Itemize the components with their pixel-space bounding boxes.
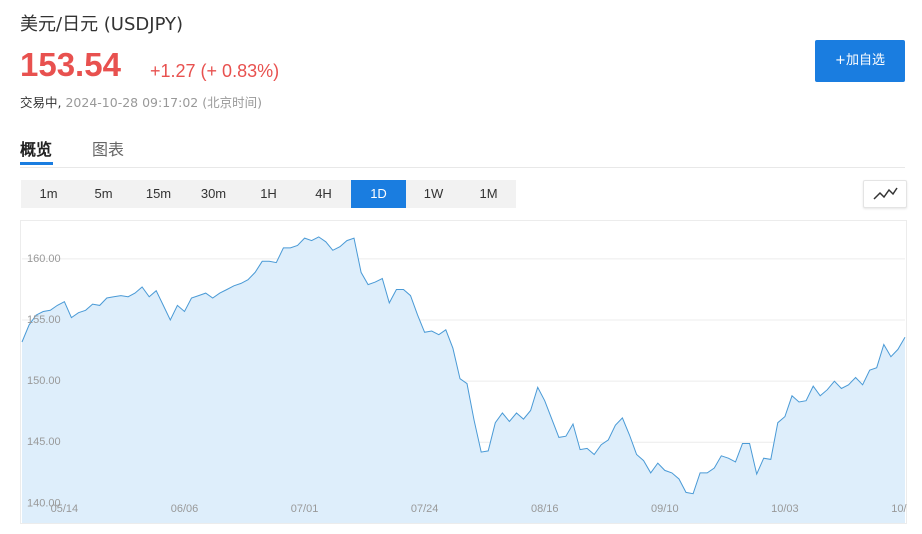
x-tick-label: 07/24 [411, 503, 439, 515]
status-text: 交易中, [20, 95, 62, 110]
x-tick-label: 10/28 [891, 503, 919, 515]
chart-frame [20, 220, 907, 524]
y-tick-label: 140.00 [27, 497, 61, 509]
plot-area: 140.00 145.00 150.00 155.00 160.00 05/14 06/06… [21, 236, 919, 523]
interval-button[interactable]: 30m [200, 186, 227, 201]
price: 153.54 [20, 46, 121, 83]
x-tick-label: 05/14 [51, 503, 79, 515]
timezone: (北京时间) [202, 95, 263, 110]
interval-button[interactable]: 4H [315, 186, 332, 201]
y-tick-label: 145.00 [27, 436, 61, 448]
y-tick-label: 150.00 [27, 375, 61, 387]
price-change: +1.27 (+ 0.83%) [150, 61, 279, 82]
chart-type-icon [873, 187, 898, 200]
interval-button[interactable]: 1W [423, 186, 444, 201]
tab-underline [20, 162, 53, 165]
icon-line [873, 187, 898, 200]
chart-type-button[interactable] [863, 180, 907, 208]
trade-status: 交易中, 2024-10-28 09:17:02 (北京时间) [20, 92, 262, 111]
price-line [21, 236, 906, 495]
divider [20, 167, 905, 168]
instrument-title: 美元/日元 (USDJPY) [20, 14, 184, 35]
interval-button[interactable]: 1m [39, 186, 58, 201]
interval-button[interactable]: 15m [145, 186, 172, 201]
change-value: +1.27 [150, 61, 196, 81]
tab[interactable]: 概览 [20, 140, 53, 159]
x-tick-label: 06/06 [171, 503, 199, 515]
interval-bar: 1m 5m 15m 30m 1H 4H 1D 1W 1M [21, 180, 516, 208]
x-tick-label: 07/01 [291, 503, 319, 515]
y-tick-label: 155.00 [27, 314, 61, 326]
tab[interactable]: 图表 [92, 140, 125, 159]
x-tick-label: 10/03 [771, 503, 799, 515]
x-tick-label: 08/16 [531, 503, 559, 515]
interval-button[interactable]: 5m [94, 186, 113, 201]
interval-button[interactable]: 1D [351, 180, 406, 208]
interval-button[interactable]: 1M [479, 186, 498, 201]
timestamp: 2024-10-28 09:17:02 [65, 95, 199, 110]
area-fill [22, 236, 905, 523]
x-tick-label: 09/10 [651, 503, 679, 515]
change-percent: (+ 0.83%) [200, 61, 280, 81]
grid [22, 258, 905, 504]
y-tick-label: 160.00 [27, 253, 61, 265]
interval-button[interactable]: 1H [260, 186, 277, 201]
add-watchlist-button[interactable]: +加自选 [815, 40, 905, 82]
